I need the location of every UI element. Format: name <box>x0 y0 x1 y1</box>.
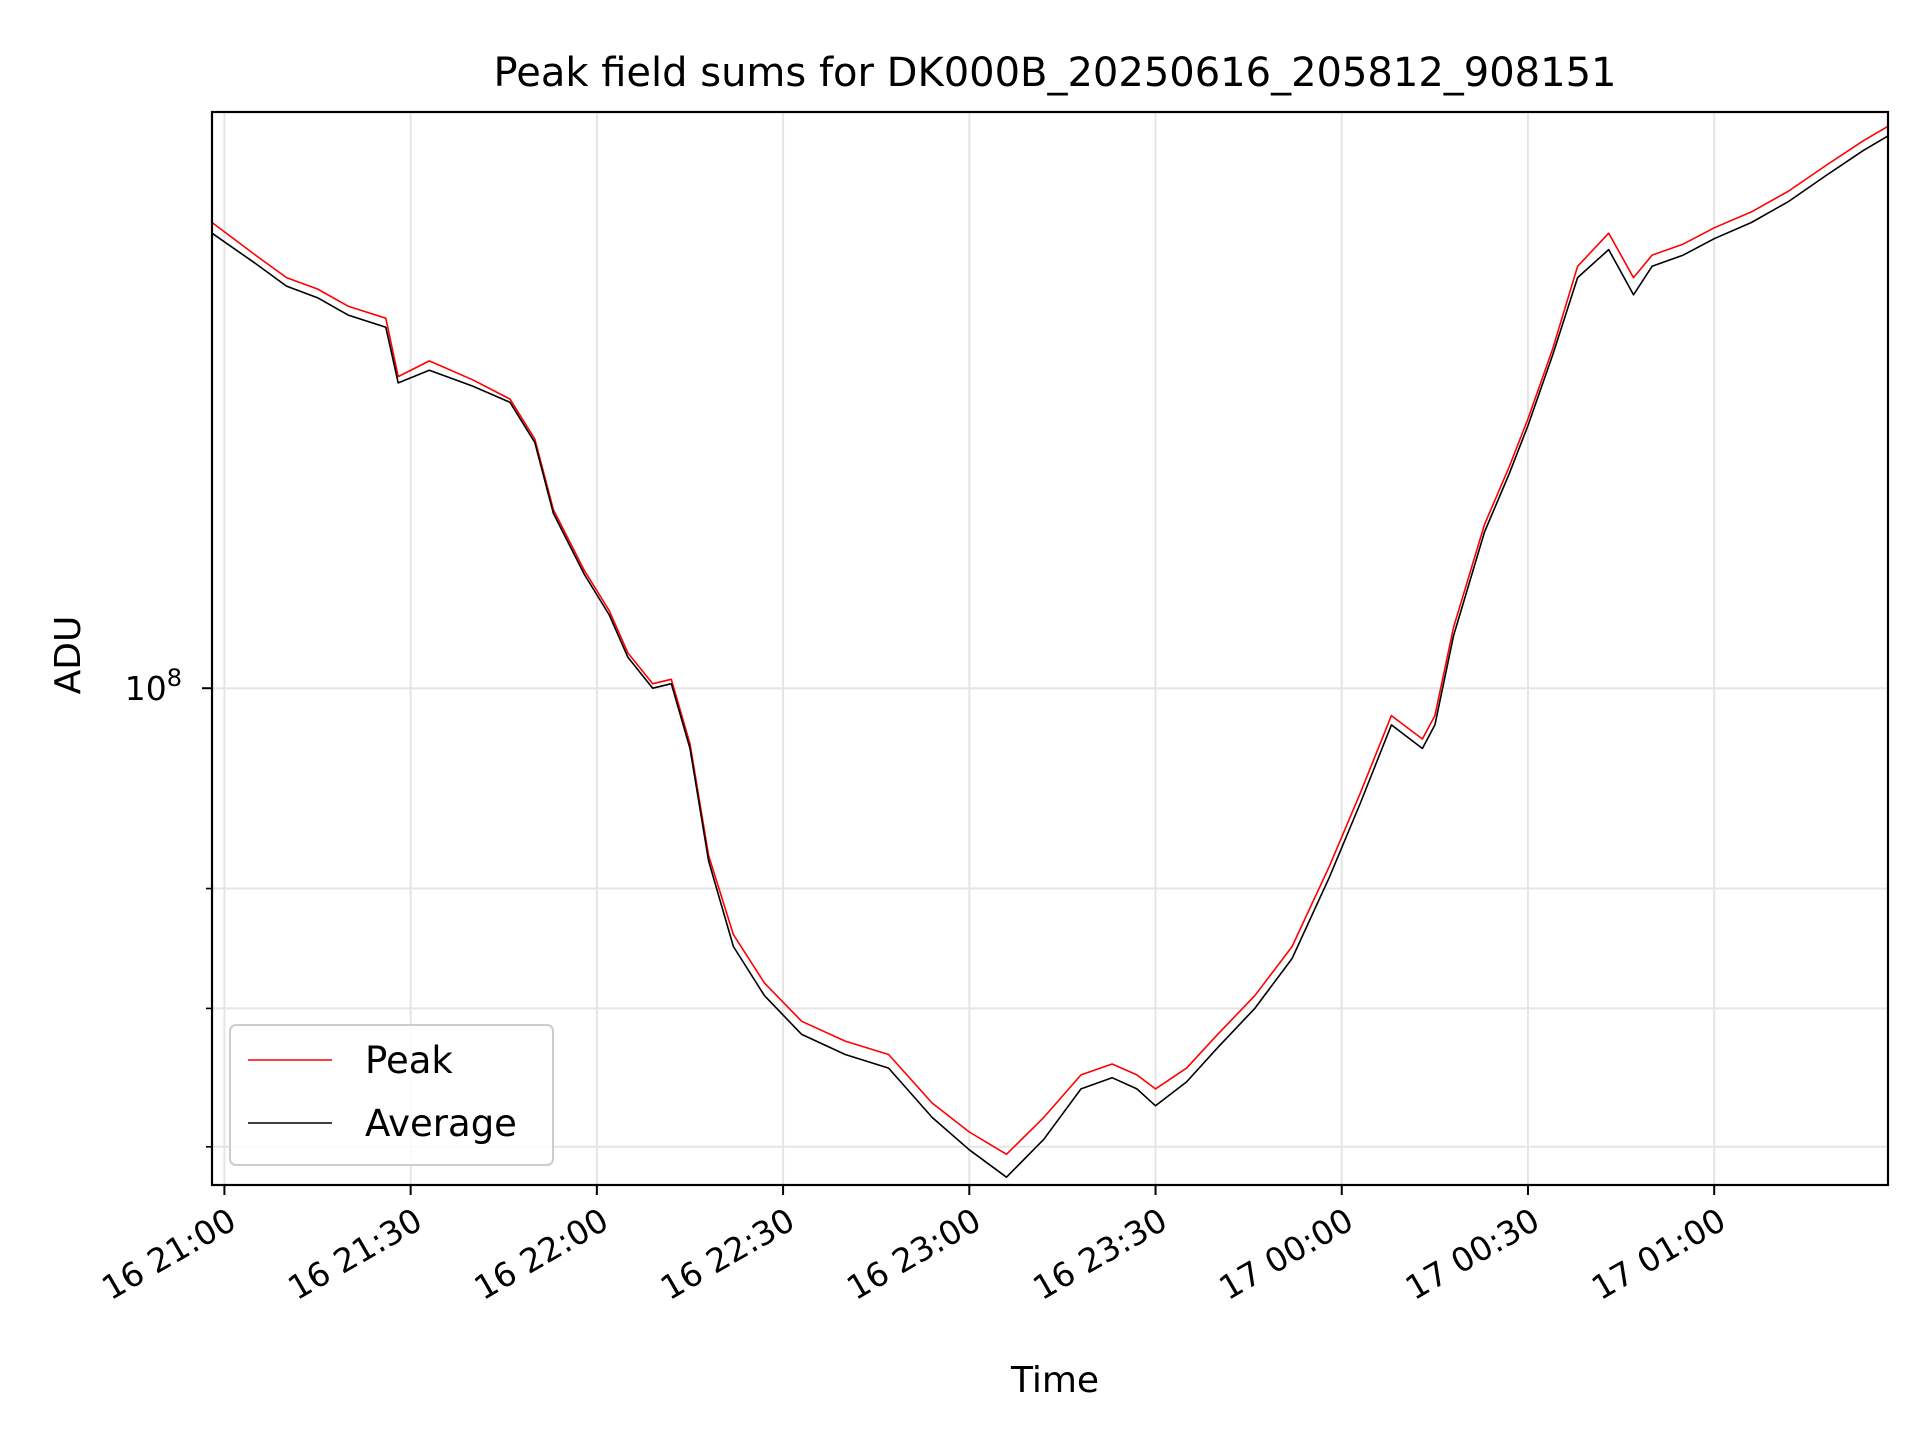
plot-frame <box>210 110 1890 1187</box>
y-axis-label: ADU <box>48 616 89 695</box>
chart-title: Peak field sums for DK000B_20250616_2058… <box>494 50 1617 96</box>
series-layer <box>211 125 1889 1178</box>
y-tick-label: 108 <box>125 664 182 708</box>
legend: Peak Average <box>229 1024 554 1166</box>
grid-lines <box>212 112 1888 1185</box>
y-axis-ticks: 108 <box>125 664 212 1148</box>
series-line-average <box>211 135 1889 1178</box>
legend-label-average: Average <box>365 1102 517 1145</box>
x-axis-label: Time <box>1010 1360 1099 1401</box>
series-line-peak <box>211 125 1889 1156</box>
legend-label-peak: Peak <box>365 1039 453 1082</box>
